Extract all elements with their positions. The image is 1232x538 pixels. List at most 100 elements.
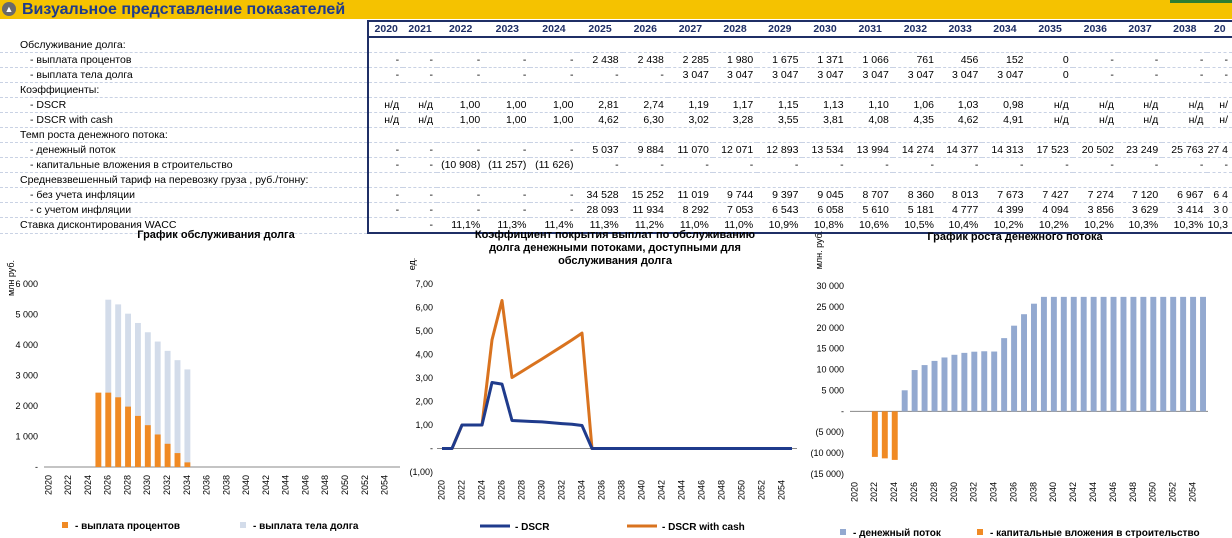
year-header: 2023 xyxy=(484,20,531,38)
y-axis-label: млн руб. xyxy=(6,260,16,296)
table-cell: н/д xyxy=(1072,97,1118,113)
table-row: - капитальные вложения в строительство - -… xyxy=(0,157,1232,173)
table-cell xyxy=(1207,37,1232,53)
table-cell: 6 058 xyxy=(802,202,848,218)
y-tick-label: 5,00 xyxy=(415,326,433,336)
table-cell: - xyxy=(484,202,531,218)
bar-cashflow xyxy=(971,351,978,412)
bar-interest xyxy=(144,425,151,467)
bar-cashflow xyxy=(1100,296,1107,412)
table-cell: 10,2% xyxy=(1072,217,1118,234)
table-cell xyxy=(1117,172,1163,188)
legend-capex: - капитальные вложения в строительство xyxy=(990,528,1200,538)
x-tick-label: 2038 xyxy=(1028,482,1038,502)
x-tick-label: 2024 xyxy=(889,482,899,502)
table-cell: 2,74 xyxy=(622,97,668,113)
table-cell: - xyxy=(367,52,404,68)
table-cell: 3 047 xyxy=(937,67,983,83)
table-cell: 3,28 xyxy=(712,112,758,128)
table-cell: - xyxy=(622,67,668,83)
table-row: - выплата процентов - - - - -2 438 2 438 2 285 1… xyxy=(0,52,1232,68)
chart-title-line: Коэффициент покрытия выплат по обслужива… xyxy=(475,229,755,241)
x-tick-label: 2038 xyxy=(616,480,626,500)
table-row: Темп роста денежного потока: xyxy=(0,127,1232,143)
row-label: Коэффициенты: xyxy=(0,82,369,98)
row-label: - выплата процентов xyxy=(0,52,369,68)
table-cell xyxy=(1117,37,1163,53)
cashflow-svg: График роста денежного потока млн. руб. 30… xyxy=(810,231,1208,538)
x-tick-label: 2050 xyxy=(1148,482,1158,502)
table-cell: - xyxy=(403,187,438,203)
table-cell: (10 908) xyxy=(437,157,485,173)
table-cell: - xyxy=(530,52,578,68)
table-cell xyxy=(712,127,758,143)
year-header: 2038 xyxy=(1162,20,1208,38)
debt-service-chart: График обслуживания долга млн руб. 6 000 5 … xyxy=(0,220,400,538)
table-cell: 10,5% xyxy=(892,217,938,234)
bar-cashflow xyxy=(1150,296,1157,412)
table-cell: - xyxy=(937,157,983,173)
table-cell: н/д xyxy=(1117,112,1163,128)
table-cell: - xyxy=(403,202,438,218)
table-cell: - xyxy=(802,157,848,173)
table-cell: 34 528 xyxy=(577,187,623,203)
line-dscr xyxy=(442,381,792,450)
table-cell: 9 744 xyxy=(712,187,758,203)
table-cell: 6 543 xyxy=(757,202,803,218)
y-tick-label: 15 000 xyxy=(816,344,844,354)
table-cell xyxy=(437,37,485,53)
x-tick-label: 2022 xyxy=(869,482,879,502)
table-cell xyxy=(712,82,758,98)
x-tick-label: 2030 xyxy=(536,480,546,500)
x-tick-label: 2054 xyxy=(380,475,390,495)
table-cell: 10,3 xyxy=(1207,217,1232,234)
table-row: - DSCR with cash н/д н/д 1,00 1,00 1,00 4,62 6,… xyxy=(0,112,1232,128)
page-title: Визуальное представление показателей xyxy=(22,1,346,18)
table-cell: 25 763 xyxy=(1162,142,1208,158)
row-label: Темп роста денежного потока: xyxy=(0,127,369,143)
table-cell: 1 675 xyxy=(757,52,803,68)
table-cell xyxy=(802,82,848,98)
table-cell: 3 414 xyxy=(1162,202,1208,218)
bar-interest xyxy=(164,443,171,467)
table-cell: 2 438 xyxy=(622,52,668,68)
bar-cashflow xyxy=(911,370,918,412)
table-cell: - xyxy=(1117,157,1163,173)
table-cell: - xyxy=(1072,67,1118,83)
table-cell xyxy=(712,37,758,53)
table-cell: 4,91 xyxy=(982,112,1028,128)
table-cell: 1 980 xyxy=(712,52,758,68)
table-cell: 10,3% xyxy=(1162,217,1208,234)
table-cell: 10,4% xyxy=(937,217,983,234)
table-cell xyxy=(847,82,893,98)
table-cell: 8 360 xyxy=(892,187,938,203)
bar-cashflow xyxy=(1190,296,1197,412)
year-header: 2037 xyxy=(1117,20,1163,38)
y-axis-label: млн. руб. xyxy=(814,231,824,270)
table-cell: - xyxy=(1162,67,1208,83)
y-tick-label: 20 000 xyxy=(816,323,844,333)
dscr-chart: Коэффициент покрытия выплат по обслужива… xyxy=(405,220,805,538)
y-axis-label: ед. xyxy=(407,258,417,271)
table-cell: 5 181 xyxy=(892,202,938,218)
table-cell xyxy=(1207,127,1232,143)
table-cell: 6,30 xyxy=(622,112,668,128)
bar-principal xyxy=(144,332,151,467)
table-cell: 1,00 xyxy=(530,112,578,128)
table-cell: - xyxy=(1207,157,1232,173)
legend-dscr: - DSCR xyxy=(515,522,550,533)
table-cell: - xyxy=(757,157,803,173)
table-cell: н/д xyxy=(1162,112,1208,128)
bar-principal xyxy=(164,350,171,467)
table-cell: 10,8% xyxy=(802,217,848,234)
table-cell xyxy=(757,37,803,53)
table-row: - денежный поток - - - - -5 037 9 884 11 070 12 … xyxy=(0,142,1232,158)
y-tick-label: 6,00 xyxy=(415,303,433,313)
x-tick-label: 2024 xyxy=(476,480,486,500)
table-cell: 4,62 xyxy=(937,112,983,128)
home-icon[interactable]: ▲ xyxy=(2,2,16,16)
y-tick-label: 1,00 xyxy=(415,420,433,430)
x-tick-label: 2040 xyxy=(636,480,646,500)
table-cell xyxy=(577,82,623,98)
table-cell: 2 438 xyxy=(577,52,623,68)
